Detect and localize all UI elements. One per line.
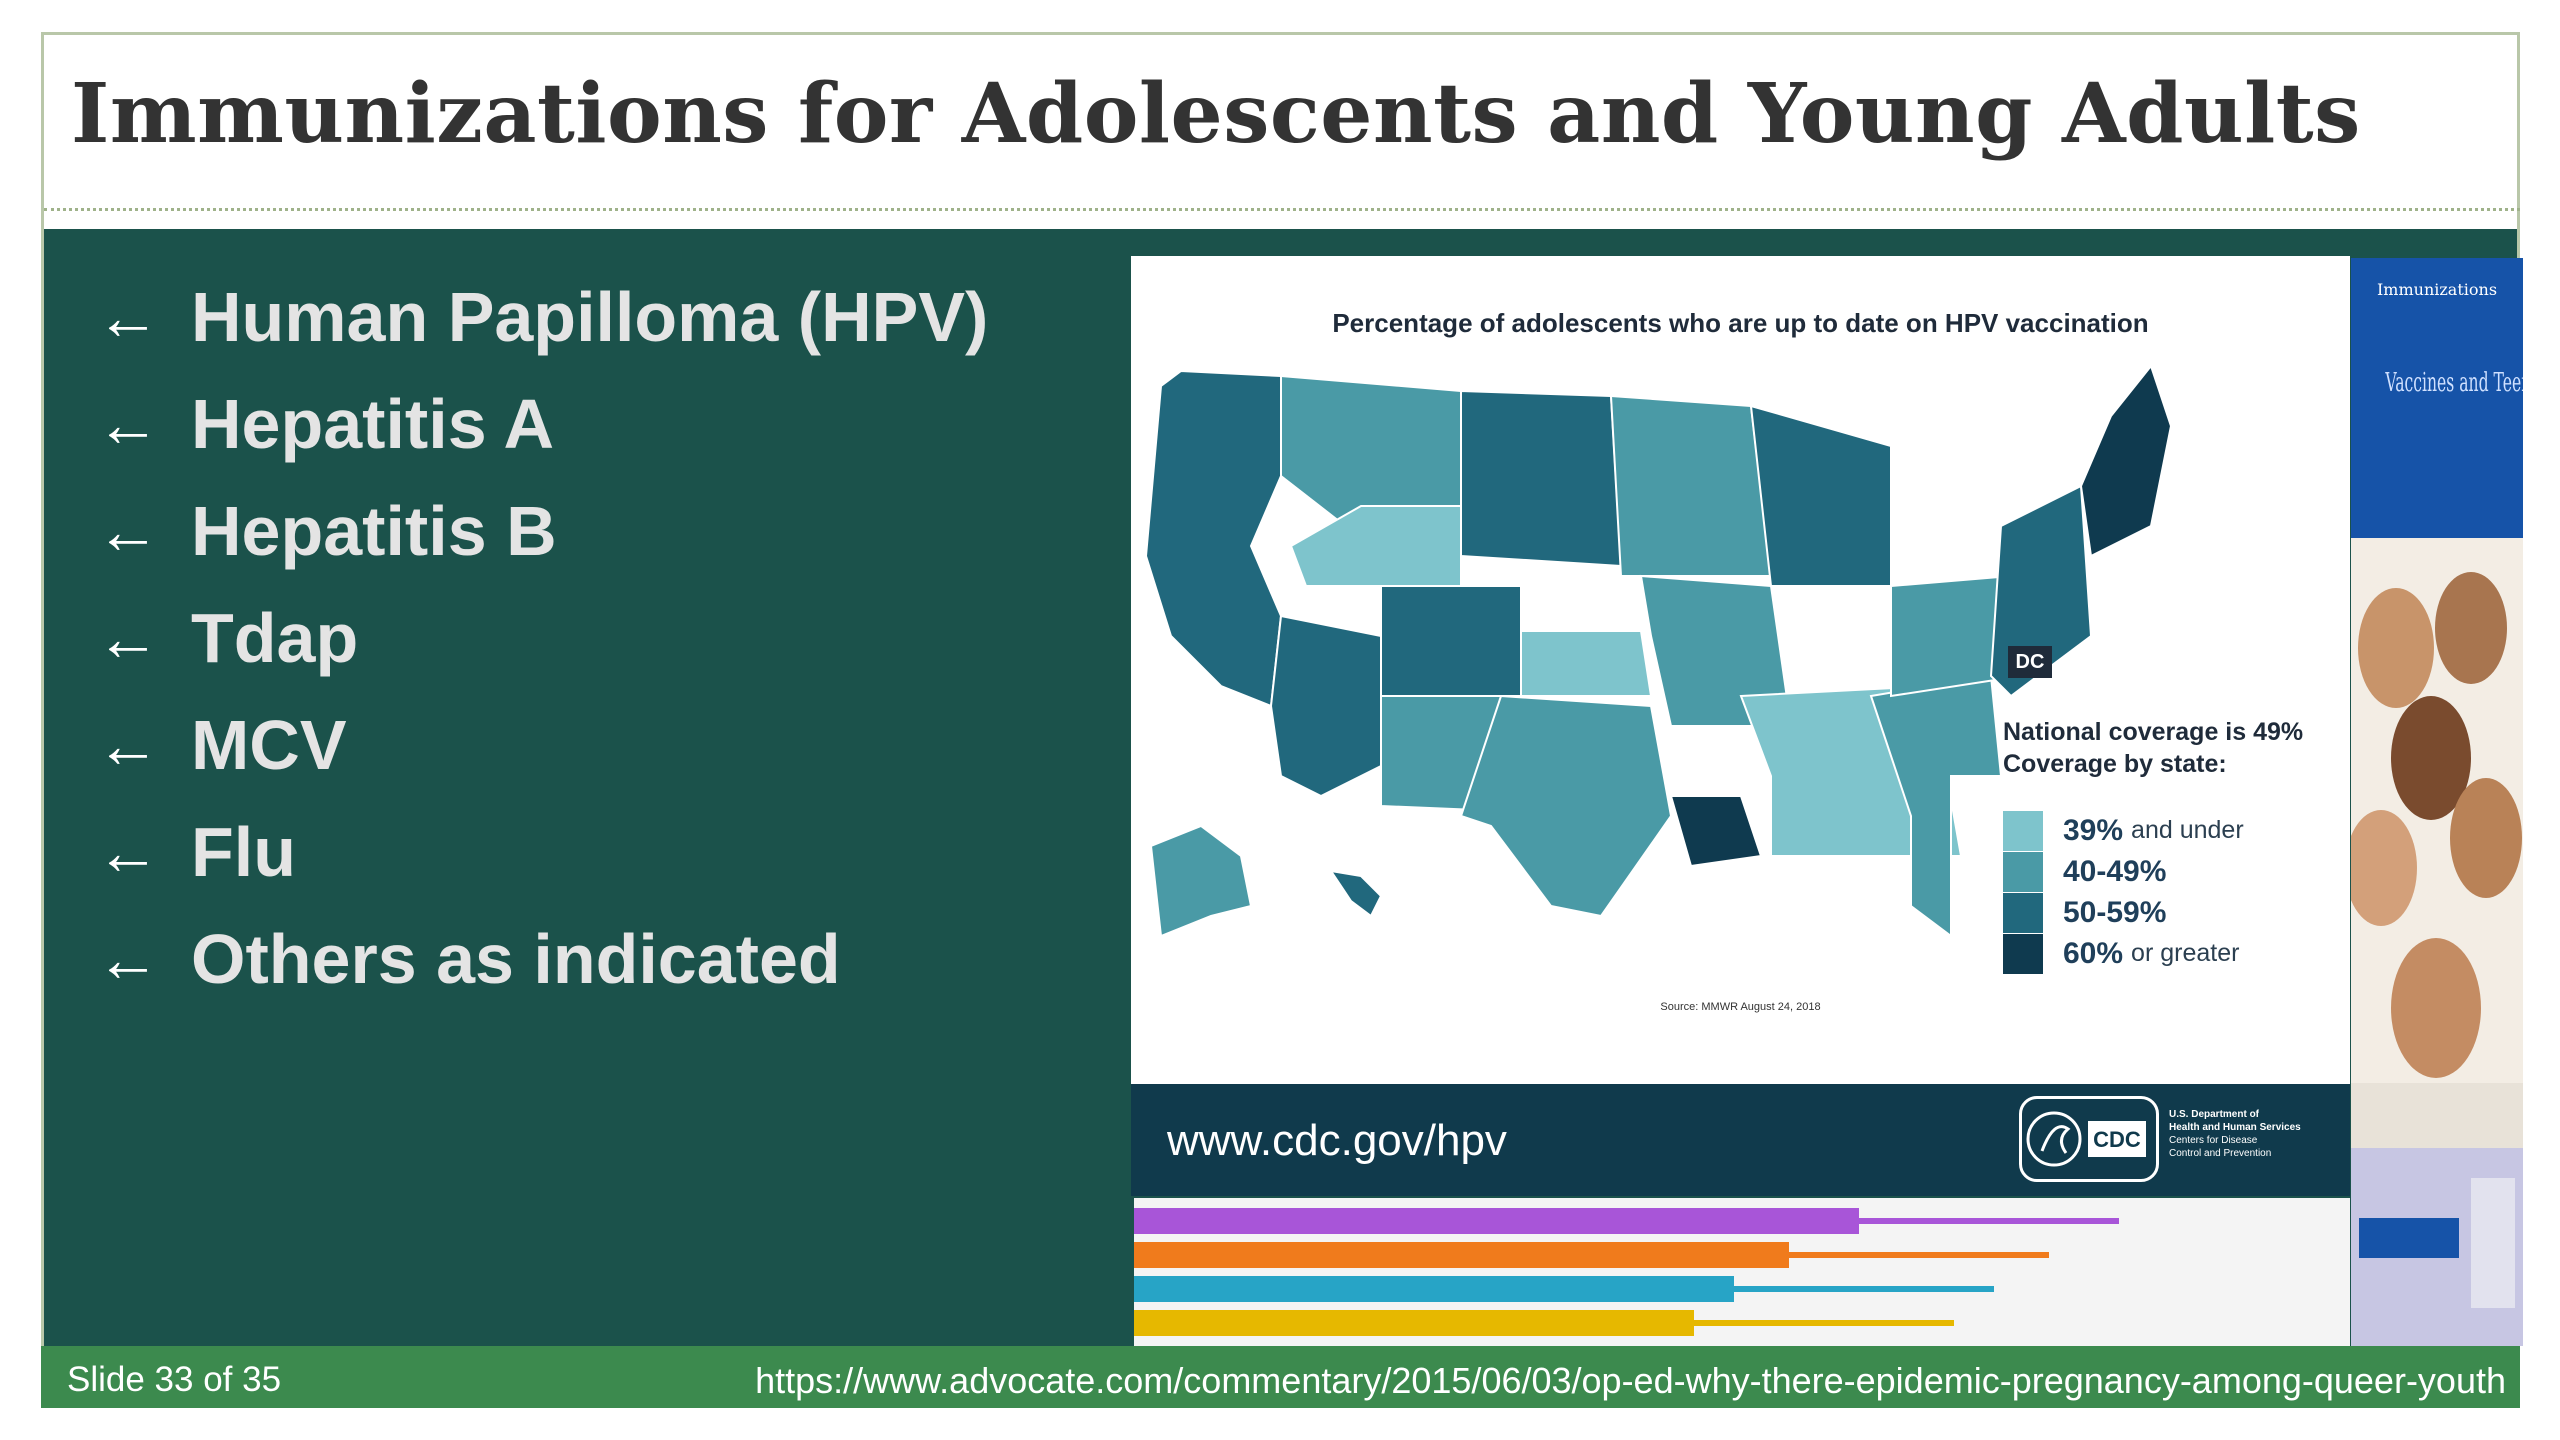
map-region-dakotas bbox=[1460, 389, 1623, 568]
left-arrow-icon: ← bbox=[96, 387, 160, 460]
poster-logos bbox=[2351, 1148, 2523, 1346]
stripe-tail bbox=[1734, 1286, 1994, 1292]
source-url: https://www.advocate.com/commentary/2015… bbox=[755, 1360, 2506, 1401]
stripe-bar bbox=[1134, 1310, 1694, 1336]
poster-header: Immunizations Vaccines and Teens bbox=[2351, 258, 2523, 538]
bullet-text: MCV bbox=[191, 705, 347, 784]
bullet-item: ← Human Papilloma (HPV) bbox=[96, 263, 988, 370]
left-arrow-icon: ← bbox=[96, 280, 160, 353]
dc-label: DC bbox=[2008, 646, 2052, 678]
bullet-text: Flu bbox=[191, 812, 296, 891]
left-arrow-icon: ← bbox=[96, 922, 160, 995]
map-region-new-england bbox=[2079, 363, 2173, 558]
map-region-louisiana bbox=[1669, 795, 1763, 868]
hhs-line: Centers for Disease bbox=[2169, 1135, 2258, 1146]
map-region-wyoming-utah bbox=[1289, 505, 1462, 587]
hpv-coverage-image: Percentage of adolescents who are up to … bbox=[1131, 256, 2350, 1196]
title-area: Immunizations for Adolescents and Young … bbox=[41, 32, 2520, 212]
stripe-bar bbox=[1134, 1242, 1789, 1268]
coverage-by-state-text: Coverage by state: bbox=[2003, 750, 2227, 778]
slide-footer: Slide 33 of 35 https://www.advocate.com/… bbox=[41, 1346, 2520, 1408]
legend-value: 60% bbox=[2063, 936, 2124, 970]
left-arrow-icon: ← bbox=[96, 815, 160, 888]
us-coverage-map bbox=[1144, 363, 2173, 938]
map-region-southeast bbox=[1869, 674, 2003, 938]
slide-title: Immunizations for Adolescents and Young … bbox=[71, 66, 2361, 162]
stripe-tail bbox=[1789, 1252, 2049, 1258]
stripes-svg bbox=[1134, 1208, 2119, 1336]
legend-value: 39% bbox=[2063, 813, 2124, 847]
legend-item: 40-49% bbox=[2003, 851, 2343, 892]
cdc-logo-block: CDC U.S. Department of Health and Human … bbox=[2019, 1096, 2334, 1184]
stripe-bar bbox=[1134, 1276, 1734, 1302]
title-divider bbox=[44, 208, 2520, 211]
bullet-text: Hepatitis A bbox=[191, 384, 555, 463]
bullet-item: ← Hepatitis A bbox=[96, 370, 988, 477]
legend-item: 60% or greater bbox=[2003, 933, 2343, 974]
stripe-tail bbox=[1694, 1320, 1954, 1326]
legend-swatch bbox=[2003, 851, 2043, 892]
map-region-southwest bbox=[1269, 614, 1382, 798]
bullet-item: ← Others as indicated bbox=[96, 905, 988, 1012]
cdc-logo-text: CDC bbox=[2093, 1127, 2141, 1152]
map-region-west bbox=[1144, 369, 1283, 708]
cdc-logo-icon: CDC bbox=[2026, 1111, 2146, 1167]
map-region-colorado bbox=[1380, 585, 1522, 697]
map-source: Source: MMWR August 24, 2018 bbox=[1660, 1001, 1821, 1013]
slide-content: ← Human Papilloma (HPV) ← Hepatitis A ← Hep… bbox=[44, 229, 2523, 1346]
left-arrow-icon: ← bbox=[96, 708, 160, 781]
poster-title: Immunizations bbox=[2376, 280, 2498, 299]
bullet-item: ← Tdap bbox=[96, 584, 988, 691]
stripe-tail bbox=[1859, 1218, 2119, 1224]
legend-item: 50-59% bbox=[2003, 892, 2343, 933]
legend-items: 39% and under 40-49% 50-59% 60% or greater bbox=[2003, 810, 2343, 974]
stripe-bar bbox=[1134, 1208, 1859, 1234]
left-arrow-icon: ← bbox=[96, 494, 160, 567]
map-region-great-lakes bbox=[1749, 404, 1892, 587]
slide-number: Slide 33 of 35 bbox=[67, 1360, 282, 1399]
left-arrow-icon: ← bbox=[96, 601, 160, 674]
national-coverage-text: National coverage is 49% bbox=[2003, 718, 2304, 746]
poster-subtitle: Vaccines and Teens bbox=[2385, 368, 2523, 398]
map-title: Percentage of adolescents who are up to … bbox=[1332, 308, 2149, 338]
hhs-line: U.S. Department of bbox=[2169, 1109, 2260, 1120]
map-region-hawaii bbox=[1328, 869, 1383, 918]
legend-suffix: or greater bbox=[2131, 939, 2240, 967]
map-region-midwest-north bbox=[1609, 394, 1773, 577]
bullet-list: ← Human Papilloma (HPV) ← Hepatitis A ← Hep… bbox=[96, 263, 988, 1012]
bullet-item: ← Hepatitis B bbox=[96, 477, 988, 584]
legend-value: 40-49% bbox=[2063, 854, 2167, 888]
map-region-missouri-arkansas bbox=[1639, 574, 1793, 727]
bullet-text: Tdap bbox=[191, 598, 359, 677]
teens-photo bbox=[2351, 538, 2523, 1148]
vaccines-teens-poster: Immunizations Vaccines and Teens bbox=[2351, 258, 2523, 1346]
legend-swatch bbox=[2003, 810, 2043, 851]
bullet-text: Others as indicated bbox=[191, 919, 841, 998]
legend-swatch bbox=[2003, 892, 2043, 933]
bullet-item: ← MCV bbox=[96, 691, 988, 798]
color-stripes-graphic bbox=[1134, 1198, 2350, 1346]
map-region-texas bbox=[1459, 694, 1673, 918]
legend-value: 50-59% bbox=[2063, 895, 2167, 929]
cdc-url: www.cdc.gov/hpv bbox=[1167, 1116, 1507, 1165]
legend-swatch bbox=[2003, 933, 2043, 974]
legend-item: 39% and under bbox=[2003, 810, 2343, 851]
bullet-item: ← Flu bbox=[96, 798, 988, 905]
bullet-text: Human Papilloma (HPV) bbox=[191, 277, 989, 356]
legend-suffix: and under bbox=[2131, 816, 2244, 844]
bullet-text: Hepatitis B bbox=[191, 491, 557, 570]
map-legend: National coverage is 49% Coverage by sta… bbox=[2003, 716, 2343, 974]
hhs-line: Control and Prevention bbox=[2169, 1148, 2272, 1159]
map-region-alaska bbox=[1149, 824, 1253, 938]
hhs-seal-icon: CDC bbox=[2019, 1096, 2159, 1182]
cdc-banner: www.cdc.gov/hpv CDC U.S. Department of H… bbox=[1131, 1084, 2350, 1196]
hhs-line: Health and Human Services bbox=[2169, 1122, 2301, 1133]
hhs-text: U.S. Department of Health and Human Serv… bbox=[2169, 1108, 2301, 1160]
map-region-kansas bbox=[1520, 630, 1653, 697]
